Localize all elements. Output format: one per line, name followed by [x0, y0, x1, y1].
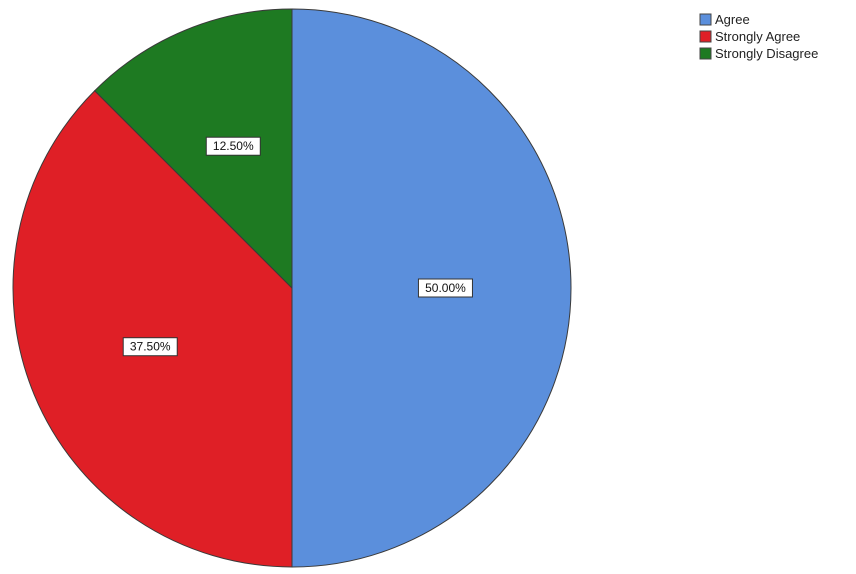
legend-item-strongly-disagree: Strongly Disagree [699, 46, 818, 61]
pie-slice-strongly-disagree [94, 8, 293, 290]
legend-swatch [699, 47, 712, 60]
data-label-text: 12.50% [213, 139, 254, 153]
legend-item-strongly-agree: Strongly Agree [699, 29, 800, 44]
pie-slice-strongly-agree [12, 90, 293, 568]
pie-slices [12, 8, 572, 568]
legend-label: Agree [715, 12, 750, 27]
data-label-box [122, 337, 178, 357]
data-label-strongly-agree: 37.50% [122, 337, 178, 357]
data-label-box [417, 278, 473, 298]
legend-item-agree: Agree [699, 12, 750, 27]
legend-swatch [699, 13, 712, 26]
data-label-text: 37.50% [130, 340, 171, 354]
legend-label: Strongly Agree [715, 29, 800, 44]
data-label-strongly-disagree: 12.50% [205, 136, 261, 156]
legend-label: Strongly Disagree [715, 46, 818, 61]
legend: Agree Strongly Agree Strongly Disagree [699, 12, 818, 61]
data-label-box [205, 136, 261, 156]
data-label-text: 50.00% [425, 281, 466, 295]
legend-swatch [699, 30, 712, 43]
pie-data-labels: 50.00% 37.50% 12.50% [122, 136, 473, 357]
data-label-agree: 50.00% [417, 278, 473, 298]
